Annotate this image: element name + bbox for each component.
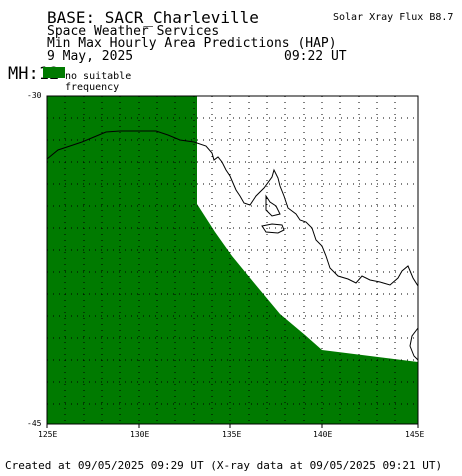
no-suitable-frequency-region xyxy=(47,96,418,424)
base-title: BASE: SACR_Charleville xyxy=(47,8,259,27)
legend-swatch xyxy=(43,67,65,78)
xray-flux-label: Solar Xray Flux B8.7 xyxy=(333,12,454,23)
lat-lon-grid xyxy=(47,96,418,424)
time-label: 09:22 UT xyxy=(284,49,347,64)
lat-label-top: -30 xyxy=(27,91,42,100)
lon-label-135e: 135E xyxy=(222,430,242,439)
product-label: Min Max Hourly Area Predictions (HAP) xyxy=(47,36,337,51)
org-label: Space Weather Services xyxy=(47,24,220,39)
map-frame xyxy=(46,95,419,425)
lon-label-145e: 145E xyxy=(405,430,425,439)
footer-created: Created at 09/05/2025 09:29 UT (X-ray da… xyxy=(5,459,443,472)
legend-label-line2: frequency xyxy=(65,82,120,93)
axis-ticks xyxy=(46,424,419,428)
lon-label-140e: 140E xyxy=(313,430,333,439)
lon-label-125e: 125E xyxy=(38,430,58,439)
coastline xyxy=(46,130,419,361)
legend-label-line1: no suitable xyxy=(65,71,132,82)
lon-label-130e: 130E xyxy=(130,430,150,439)
lat-label-bottom: -45 xyxy=(27,419,42,428)
date-label: 9 May, 2025 xyxy=(47,49,134,64)
